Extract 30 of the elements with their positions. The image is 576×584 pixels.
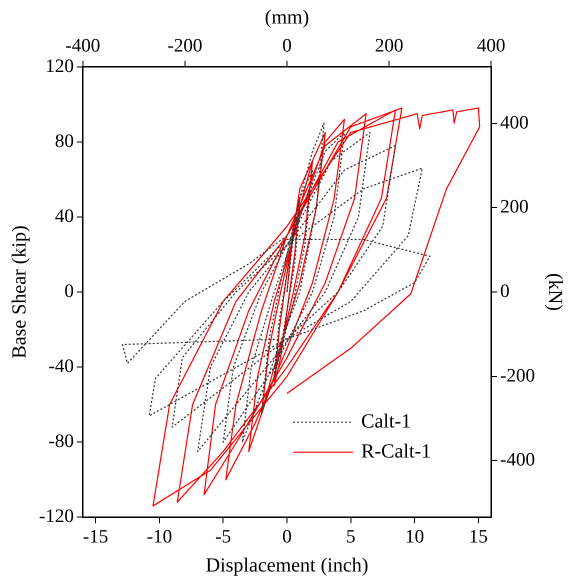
x2-tick-label: -200 <box>168 35 202 56</box>
y-tick-label: 120 <box>45 56 74 77</box>
x2-axis-title: (mm) <box>264 6 310 28</box>
y-axis-title: Base Shear (kip) <box>8 225 30 359</box>
x-tick-label: -5 <box>215 526 232 548</box>
x-tick-label: -15 <box>82 526 108 548</box>
y-tick-label: -80 <box>48 431 74 452</box>
x2-tick-label: 400 <box>476 35 506 56</box>
x-tick-label: 10 <box>405 526 424 548</box>
y-tick-label: 80 <box>54 130 74 152</box>
y2-axis-title: (kN) <box>544 273 566 311</box>
x-axis-title: Displacement (inch) <box>206 554 368 576</box>
x-tick-label: 5 <box>346 526 356 548</box>
x-tick-label: 15 <box>468 526 488 548</box>
y2-tick-label: -200 <box>500 365 535 386</box>
x2-tick-label: -400 <box>65 35 100 56</box>
legend-label: Calt-1 <box>361 410 412 432</box>
y2-tick-label: 0 <box>500 280 510 302</box>
y-tick-label: 40 <box>54 206 74 227</box>
x-tick-label: 0 <box>282 526 292 548</box>
y2-tick-label: -400 <box>500 450 535 471</box>
x2-tick-label: 200 <box>374 35 404 56</box>
y-tick-label: 0 <box>64 280 74 302</box>
x2-tick-label: 0 <box>282 35 292 56</box>
y-tick-label: -120 <box>39 506 74 528</box>
legend-label: R-Calt-1 <box>361 440 432 462</box>
y2-tick-label: 400 <box>500 112 529 134</box>
y2-tick-label: 200 <box>500 196 529 218</box>
x-tick-label: -10 <box>146 526 172 548</box>
y-tick-label: -40 <box>48 356 74 378</box>
